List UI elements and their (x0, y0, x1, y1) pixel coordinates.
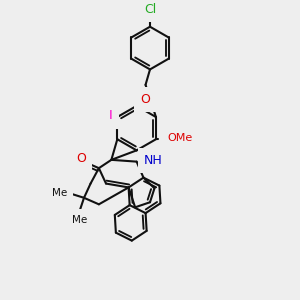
Text: Cl: Cl (144, 3, 156, 16)
Text: OMe: OMe (167, 133, 193, 143)
Text: Me: Me (52, 188, 68, 198)
Text: NH: NH (144, 154, 163, 167)
Text: O: O (140, 93, 150, 106)
Text: O: O (76, 152, 86, 165)
Text: Me: Me (72, 215, 87, 225)
Text: I: I (109, 109, 113, 122)
